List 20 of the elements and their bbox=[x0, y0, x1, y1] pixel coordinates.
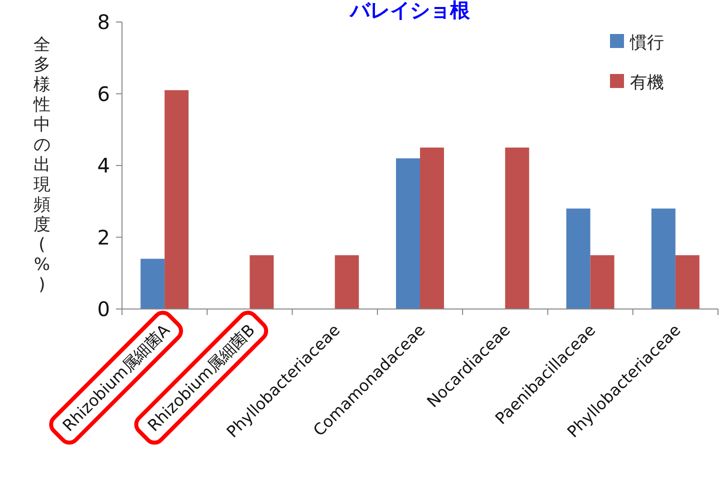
y-tick-label: 6 bbox=[97, 82, 110, 106]
y-tick-label: 0 bbox=[97, 297, 110, 321]
bar bbox=[590, 255, 614, 309]
bar bbox=[396, 158, 420, 309]
legend-label: 有機 bbox=[630, 73, 664, 93]
bar bbox=[250, 255, 274, 309]
bar bbox=[140, 258, 165, 309]
legend-label: 慣行 bbox=[629, 33, 664, 53]
chart-title: バレイショ根 bbox=[349, 0, 471, 22]
bar bbox=[505, 148, 530, 309]
text: 全多様性中の出現頻度(%) bbox=[34, 35, 50, 295]
y-tick-label: 8 bbox=[97, 10, 110, 34]
bar bbox=[420, 148, 444, 309]
bar bbox=[566, 208, 590, 309]
y-tick-label: 2 bbox=[97, 225, 110, 250]
y-tick-label: 4 bbox=[97, 154, 110, 178]
bar bbox=[675, 255, 700, 309]
bar bbox=[334, 255, 359, 309]
bar bbox=[651, 208, 676, 309]
bar bbox=[164, 90, 189, 309]
